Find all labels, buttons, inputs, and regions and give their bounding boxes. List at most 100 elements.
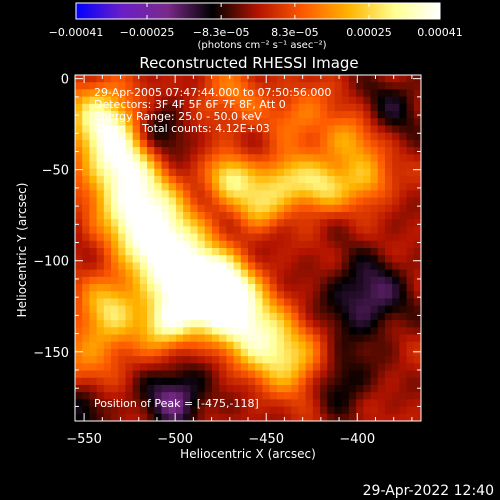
heatmap-cell (197, 132, 206, 141)
heatmap-cell (363, 111, 372, 119)
heatmap-cell (82, 197, 91, 206)
heatmap-cell (147, 291, 155, 300)
heatmap-cell (248, 219, 256, 227)
heatmap-cell (384, 298, 393, 307)
heatmap-cell (284, 161, 292, 170)
heatmap-cell (233, 75, 242, 83)
heatmap-cell (219, 406, 227, 415)
heatmap-cell (327, 139, 336, 148)
heatmap-cell (262, 356, 271, 364)
heatmap-cell (269, 312, 278, 321)
heatmap-cell (406, 204, 415, 213)
heatmap-cell (82, 96, 91, 105)
heatmap-cell (175, 377, 184, 386)
heatmap-cell (96, 183, 105, 191)
heatmap-cell (190, 341, 199, 350)
heatmap-cell (154, 291, 163, 300)
heatmap-cell (341, 377, 350, 386)
heatmap-cell (334, 75, 343, 83)
heatmap-cell (161, 406, 170, 415)
heatmap-cell (139, 211, 148, 220)
heatmap-cell (341, 168, 350, 177)
heatmap-cell (327, 377, 336, 386)
heatmap-cell (111, 147, 119, 155)
heatmap-cell (312, 348, 321, 357)
heatmap-cell (291, 348, 300, 357)
heatmap-cell (320, 147, 328, 155)
heatmap-cell (82, 370, 91, 379)
heatmap-cell (327, 384, 336, 393)
heatmap-cell (154, 103, 163, 112)
heatmap-cell (139, 276, 148, 285)
heatmap-cell (89, 327, 98, 336)
heatmap-cell (219, 190, 227, 199)
heatmap-cell (406, 284, 415, 292)
heatmap-cell (75, 327, 83, 336)
heatmap-cell (226, 175, 235, 184)
heatmap-cell (298, 384, 307, 393)
heatmap-cell (363, 284, 372, 292)
heatmap-cell (370, 161, 379, 170)
heatmap-cell (219, 197, 227, 206)
heatmap-cell (392, 233, 400, 242)
heatmap-cell (298, 154, 307, 163)
heatmap-cell (356, 183, 364, 191)
heatmap-cell (392, 147, 400, 155)
heatmap-cell (240, 413, 249, 421)
heatmap-cell (118, 132, 127, 141)
heatmap-cell (356, 168, 364, 177)
heatmap-cell (240, 356, 249, 364)
heatmap-cell (262, 226, 271, 235)
heatmap-cell (291, 132, 300, 141)
heatmap-cell (154, 406, 163, 415)
heatmap-cell (89, 348, 98, 357)
heatmap-cell (154, 75, 163, 83)
heatmap-cell (320, 204, 328, 213)
heatmap-cell (240, 406, 249, 415)
heatmap-cell (226, 269, 235, 278)
heatmap-cell (89, 125, 98, 134)
heatmap-cell (226, 327, 235, 336)
heatmap-cell (219, 341, 227, 350)
heatmap-cell (298, 406, 307, 415)
heatmap-cell (392, 377, 400, 386)
heatmap-cell (320, 125, 328, 134)
heatmap-cell (276, 269, 285, 278)
heatmap-cell (233, 269, 242, 278)
heatmap-cell (399, 147, 408, 155)
heatmap-cell (103, 248, 112, 256)
heatmap-cell (132, 132, 141, 141)
heatmap-cell (197, 111, 206, 119)
heatmap-cell (377, 190, 386, 199)
heatmap-cell (305, 384, 314, 393)
heatmap-cell (190, 392, 199, 400)
heatmap-cell (125, 89, 134, 98)
heatmap-cell (197, 392, 206, 400)
heatmap-cell (384, 139, 393, 148)
heatmap-cell (226, 291, 235, 300)
heatmap-cell (262, 392, 271, 400)
heatmap-cell (168, 226, 177, 235)
heatmap-cell (363, 305, 372, 314)
heatmap-cell (175, 248, 184, 256)
heatmap-cell (125, 233, 134, 242)
heatmap-cell (312, 276, 321, 285)
heatmap-cell (341, 161, 350, 170)
heatmap-cell (312, 89, 321, 98)
heatmap-cell (327, 312, 336, 321)
heatmap-cell (139, 118, 148, 127)
heatmap-cell (356, 118, 364, 127)
heatmap-cell (168, 291, 177, 300)
heatmap-cell (190, 291, 199, 300)
heatmap-cell (204, 240, 213, 249)
heatmap-cell (96, 276, 105, 285)
heatmap-cell (348, 377, 357, 386)
heatmap-cell (406, 75, 415, 83)
heatmap-cell (413, 291, 421, 300)
heatmap-cell (139, 320, 148, 328)
heatmap-cell (197, 327, 206, 336)
heatmap-cell (399, 348, 408, 357)
heatmap-cell (392, 175, 400, 184)
heatmap-cell (327, 240, 336, 249)
